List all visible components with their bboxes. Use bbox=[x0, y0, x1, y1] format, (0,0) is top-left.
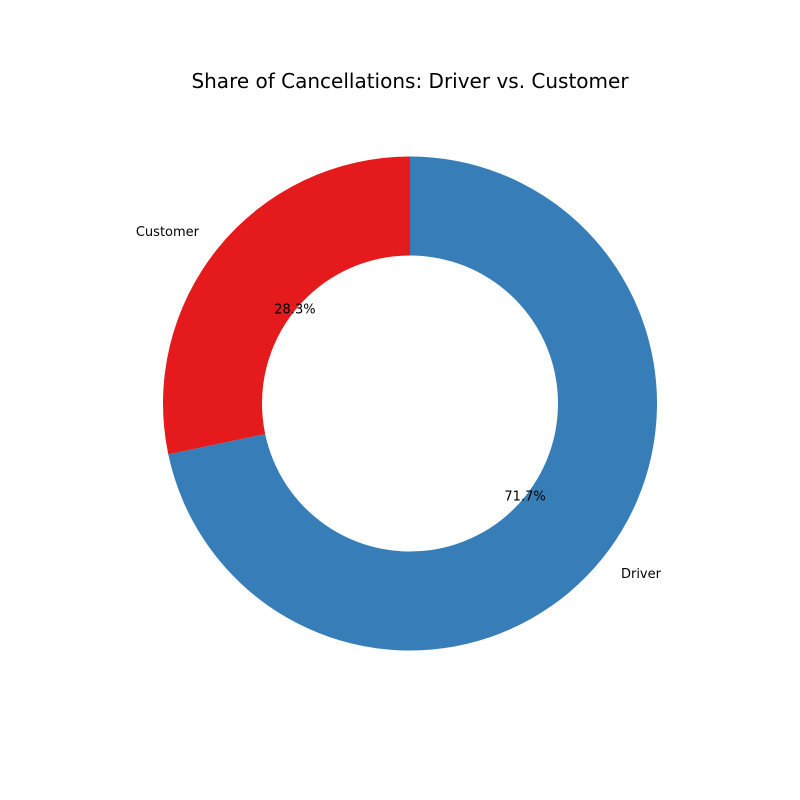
labels-group: Driver 71.7% Customer 28.3% bbox=[136, 225, 662, 582]
chart-title: Share of Cancellations: Driver vs. Custo… bbox=[191, 69, 629, 93]
slice-label-driver: Driver bbox=[621, 567, 662, 582]
slice-driver bbox=[168, 156, 657, 651]
slice-label-customer: Customer bbox=[136, 225, 200, 240]
slice-percent-driver: 71.7% bbox=[504, 489, 545, 504]
slice-percent-customer: 28.3% bbox=[274, 303, 315, 318]
slice-customer bbox=[163, 156, 410, 455]
slices-group bbox=[163, 156, 657, 651]
